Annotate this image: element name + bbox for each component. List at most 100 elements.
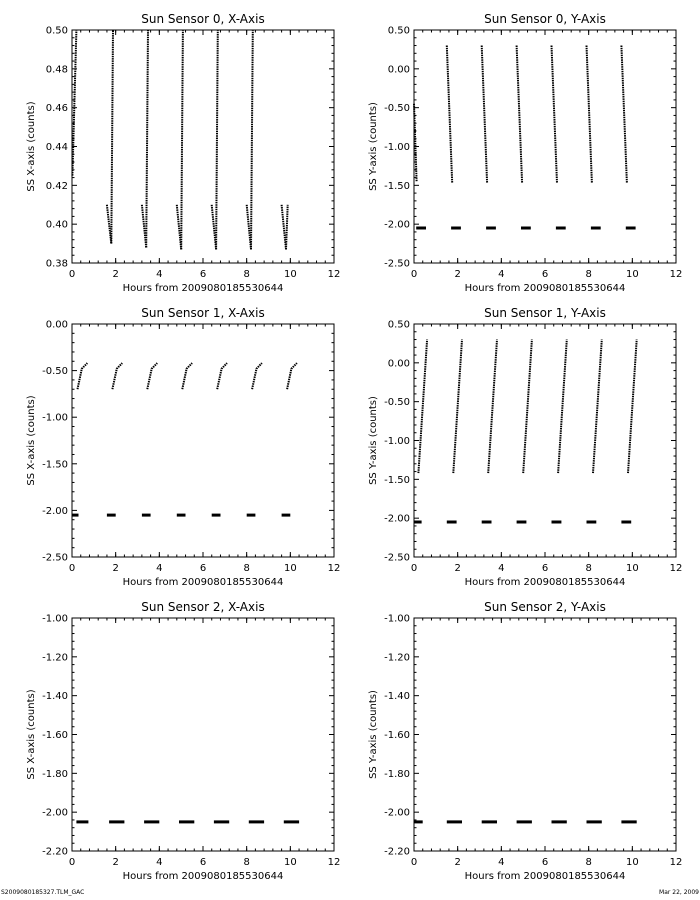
y-tick-label: -1.80 — [42, 769, 68, 780]
x-axis-label: Hours from 2009080185530644 — [465, 577, 626, 588]
data-series-5 — [251, 362, 263, 390]
data-series-0 — [413, 103, 418, 182]
x-tick-label: 10 — [626, 857, 639, 868]
data-series-2 — [110, 29, 114, 244]
y-tick-label: -1.20 — [384, 652, 410, 663]
x-tick-label: 12 — [670, 563, 683, 574]
y-tick-label: 0.40 — [46, 220, 68, 231]
y-tick-label: -1.50 — [384, 181, 410, 192]
y-axis-label: SS X-axis (counts) — [26, 101, 37, 191]
data-series-1 — [105, 204, 113, 244]
data-series-0 — [417, 339, 429, 474]
footer-source-file: S2009080185327.TLM_GAC — [1, 889, 85, 896]
data-series-4 — [550, 45, 558, 184]
y-tick-label: -2.50 — [384, 553, 410, 564]
y-tick-label: -1.00 — [42, 413, 68, 424]
x-tick-label: 2 — [454, 269, 460, 280]
y-axis-label: SS X-axis (counts) — [26, 689, 37, 779]
data-series-4 — [216, 362, 228, 390]
data-series-8 — [215, 29, 219, 250]
y-tick-label: -2.00 — [42, 506, 68, 517]
data-series-11 — [280, 204, 287, 250]
chart-title: Sun Sensor 0, X-Axis — [141, 12, 264, 26]
y-tick-label: -2.50 — [42, 553, 68, 564]
x-axis-label: Hours from 2009080185530644 — [465, 871, 626, 882]
chart-title: Sun Sensor 2, Y-Axis — [484, 600, 606, 614]
data-series-3 — [522, 339, 533, 474]
y-tick-label: -1.00 — [42, 614, 68, 625]
data-series-3 — [181, 362, 193, 390]
data-series-6 — [620, 45, 628, 184]
x-tick-label: 6 — [200, 563, 206, 574]
data-series-3 — [515, 45, 524, 184]
x-tick-label: 0 — [411, 563, 417, 574]
data-series-10 — [250, 29, 254, 250]
x-tick-label: 10 — [284, 269, 297, 280]
x-tick-label: 0 — [69, 269, 75, 280]
data-series-12 — [285, 204, 289, 250]
data-series-5 — [585, 45, 593, 184]
chart-title: Sun Sensor 1, Y-Axis — [484, 306, 606, 320]
data-series-0 — [71, 29, 78, 176]
x-tick-label: 0 — [69, 563, 75, 574]
chart-title: Sun Sensor 2, X-Axis — [141, 600, 264, 614]
x-tick-label: 12 — [328, 857, 341, 868]
x-tick-label: 8 — [585, 857, 591, 868]
y-tick-label: -0.50 — [384, 103, 410, 114]
data-series-6 — [627, 339, 638, 474]
footer-date: Mar 22, 2009 — [659, 889, 699, 896]
chart-panel-4: Sun Sensor 2, X-Axis Hours from 200908018… — [26, 600, 340, 882]
y-tick-label: -1.00 — [384, 142, 410, 153]
x-tick-label: 10 — [626, 269, 639, 280]
y-tick-label: -1.50 — [42, 459, 68, 470]
plot-frame — [71, 323, 335, 558]
chart-title: Sun Sensor 0, Y-Axis — [484, 12, 606, 26]
x-tick-label: 10 — [626, 563, 639, 574]
x-tick-label: 6 — [200, 269, 206, 280]
x-tick-label: 12 — [328, 269, 341, 280]
y-tick-label: 0.48 — [46, 64, 68, 75]
y-tick-label: -0.50 — [42, 366, 68, 377]
chart-panel-5: Sun Sensor 2, Y-Axis Hours from 200908018… — [368, 600, 682, 882]
x-tick-label: 2 — [112, 857, 118, 868]
y-tick-label: 0.50 — [388, 320, 410, 331]
chart-panel-0: Sun Sensor 0, X-Axis Hours from 200908018… — [26, 12, 340, 294]
y-tick-label: 0.46 — [46, 103, 68, 114]
y-axis-label: SS Y-axis (counts) — [368, 396, 379, 485]
data-series-5 — [592, 339, 603, 474]
x-tick-label: 4 — [156, 563, 162, 574]
data-series-4 — [145, 29, 149, 248]
y-tick-label: 0.50 — [46, 26, 68, 37]
x-axis-label: Hours from 2009080185530644 — [123, 283, 284, 294]
y-tick-label: -1.40 — [42, 691, 68, 702]
x-tick-label: 4 — [498, 857, 504, 868]
x-tick-label: 2 — [454, 857, 460, 868]
x-tick-label: 0 — [411, 269, 417, 280]
x-tick-label: 6 — [542, 269, 548, 280]
data-series-0 — [76, 362, 89, 390]
y-tick-label: -1.60 — [42, 730, 68, 741]
data-series-1 — [445, 45, 454, 184]
y-tick-label: -1.80 — [384, 769, 410, 780]
chart-title: Sun Sensor 1, X-Axis — [141, 306, 264, 320]
y-tick-label: -2.00 — [384, 808, 410, 819]
x-tick-label: 10 — [284, 857, 297, 868]
y-tick-label: -1.00 — [384, 436, 410, 447]
y-tick-label: 0.50 — [388, 26, 410, 37]
y-tick-label: -1.00 — [384, 614, 410, 625]
y-tick-label: -2.00 — [42, 808, 68, 819]
y-tick-label: -1.50 — [384, 475, 410, 486]
y-tick-label: 0.42 — [46, 181, 68, 192]
y-tick-label: 0.00 — [46, 320, 68, 331]
x-tick-label: 6 — [542, 563, 548, 574]
x-tick-label: 12 — [670, 857, 683, 868]
x-tick-label: 8 — [585, 269, 591, 280]
y-tick-label: 0.38 — [46, 259, 68, 270]
y-tick-label: 0.44 — [46, 142, 68, 153]
data-series-2 — [487, 339, 498, 474]
y-tick-label: -1.40 — [384, 691, 410, 702]
x-tick-label: 2 — [454, 563, 460, 574]
y-tick-label: 0.00 — [388, 64, 410, 75]
x-tick-label: 4 — [498, 563, 504, 574]
